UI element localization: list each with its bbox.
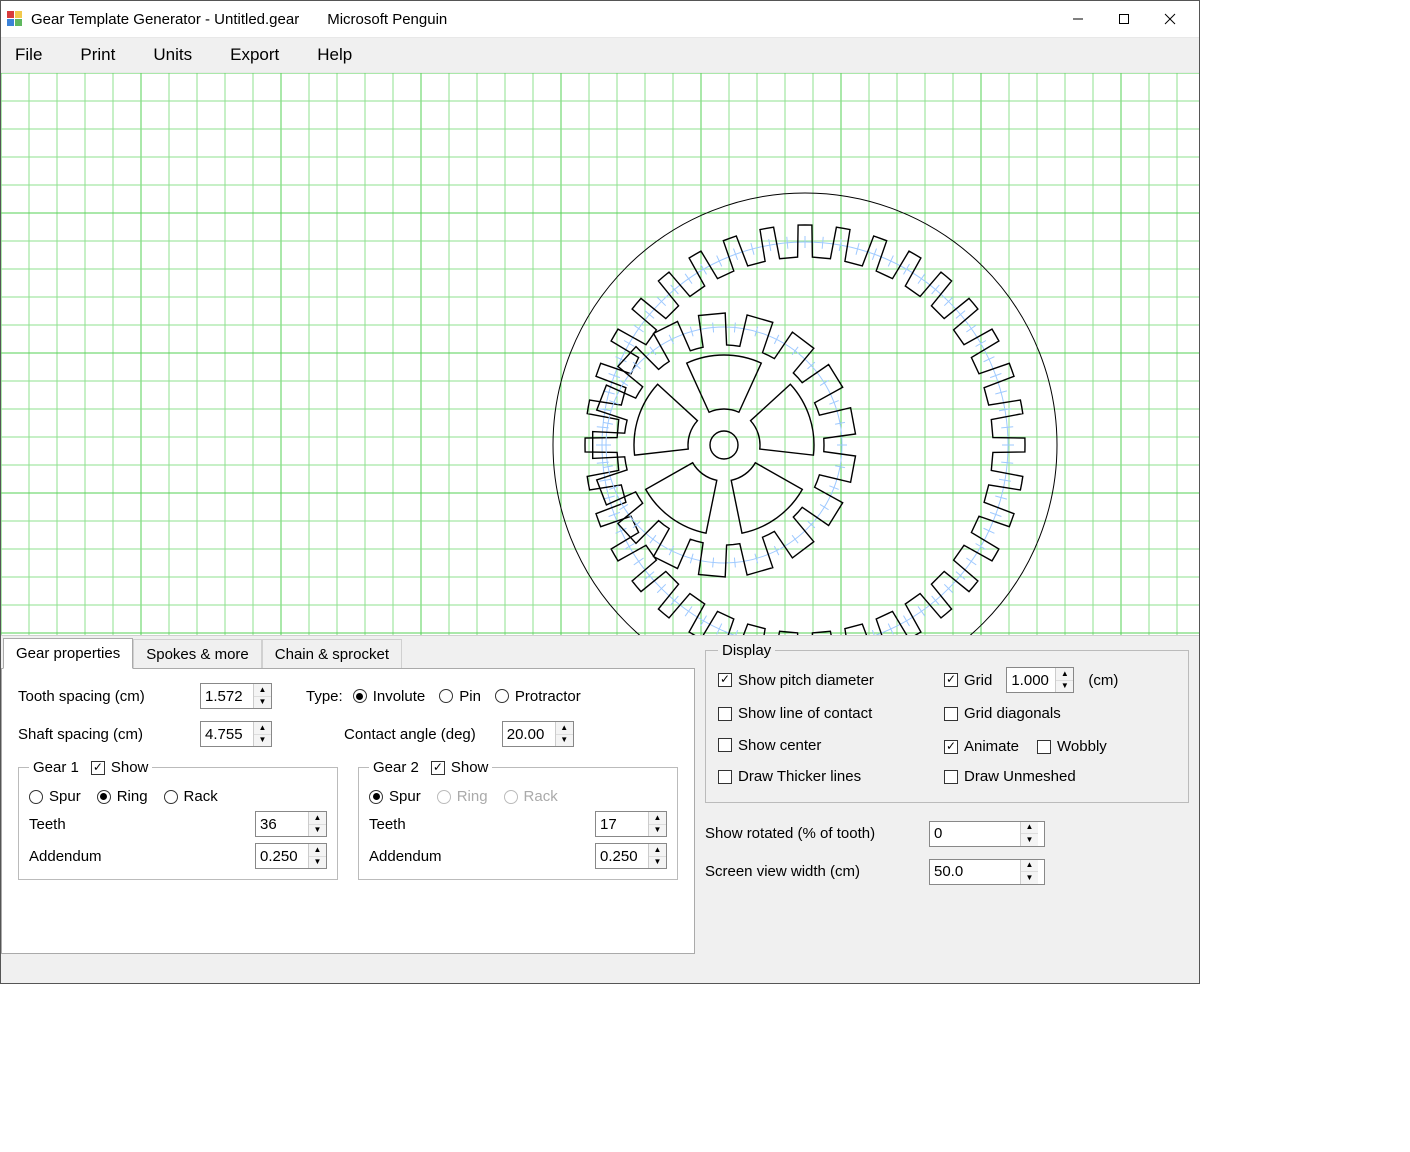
- menu-export[interactable]: Export: [224, 41, 285, 69]
- window-controls: [1055, 4, 1193, 34]
- controls-panel: Gear propertiesSpokes & moreChain & spro…: [1, 635, 1199, 983]
- app-window: Gear Template Generator - Untitled.gear …: [0, 0, 1200, 984]
- tooth-spacing-input[interactable]: ▲▼: [200, 683, 272, 709]
- type-label: Type:: [306, 688, 343, 705]
- display-fieldset: Display Show pitch diameterGrid▲▼ (cm)Sh…: [705, 642, 1189, 803]
- check-animate[interactable]: Animate: [944, 738, 1019, 755]
- title-bar: Gear Template Generator - Untitled.gear …: [1, 1, 1199, 37]
- gear2-mode-spur[interactable]: Spur: [369, 788, 421, 805]
- tab-1[interactable]: Spokes & more: [133, 639, 262, 669]
- window-title: Gear Template Generator - Untitled.gear: [31, 11, 299, 28]
- gear2-addendum-input[interactable]: ▲▼: [595, 843, 667, 869]
- check-unmeshed[interactable]: Draw Unmeshed: [944, 768, 1076, 785]
- tab-bar: Gear propertiesSpokes & moreChain & spro…: [1, 636, 695, 668]
- check-line-contact[interactable]: Show line of contact: [718, 705, 872, 722]
- menu-units[interactable]: Units: [147, 41, 198, 69]
- rotated-label: Show rotated (% of tooth): [705, 825, 929, 842]
- gear1-mode-rack[interactable]: Rack: [164, 788, 218, 805]
- type-protractor[interactable]: Protractor: [495, 688, 581, 705]
- check-wobbly[interactable]: Wobbly: [1037, 738, 1107, 755]
- minimize-button[interactable]: [1055, 4, 1101, 34]
- type-pin[interactable]: Pin: [439, 688, 481, 705]
- gear2-fieldset: Gear 2 Show SpurRingRack Teeth ▲▼ Addend…: [358, 759, 678, 880]
- gear1-show-check[interactable]: Show: [91, 759, 149, 776]
- menu-help[interactable]: Help: [311, 41, 358, 69]
- tooth-spacing-label: Tooth spacing (cm): [18, 688, 190, 705]
- gear1-addendum-input[interactable]: ▲▼: [255, 843, 327, 869]
- window-title-extra: Microsoft Penguin: [327, 11, 447, 28]
- gear2-mode-ring: Ring: [437, 788, 488, 805]
- app-icon: [7, 11, 23, 27]
- gear2-teeth-input[interactable]: ▲▼: [595, 811, 667, 837]
- gear1-mode-spur[interactable]: Spur: [29, 788, 81, 805]
- gear1-mode-ring[interactable]: Ring: [97, 788, 148, 805]
- menu-print[interactable]: Print: [74, 41, 121, 69]
- type-involute[interactable]: Involute: [353, 688, 426, 705]
- contact-angle-label: Contact angle (deg): [344, 726, 476, 743]
- check-thicker[interactable]: Draw Thicker lines: [718, 768, 861, 785]
- close-button[interactable]: [1147, 4, 1193, 34]
- gear2-mode-rack: Rack: [504, 788, 558, 805]
- gear-properties-panel: Gear propertiesSpokes & moreChain & spro…: [1, 636, 695, 983]
- view-width-input[interactable]: ▲▼: [929, 859, 1045, 885]
- view-width-label: Screen view width (cm): [705, 863, 929, 880]
- contact-angle-input[interactable]: ▲▼: [502, 721, 574, 747]
- maximize-button[interactable]: [1101, 4, 1147, 34]
- gear2-show-check[interactable]: Show: [431, 759, 489, 776]
- display-panel-wrap: Display Show pitch diameterGrid▲▼ (cm)Sh…: [695, 636, 1199, 983]
- check-grid-diag[interactable]: Grid diagonals: [944, 705, 1061, 722]
- grid-size-input[interactable]: ▲▼: [1006, 667, 1074, 693]
- check-pitch[interactable]: Show pitch diameter: [718, 672, 874, 689]
- tab-0[interactable]: Gear properties: [3, 638, 133, 669]
- menu-bar: File Print Units Export Help: [1, 37, 1199, 73]
- gear1-fieldset: Gear 1 Show SpurRingRack Teeth ▲▼ Addend…: [18, 759, 338, 880]
- check-grid[interactable]: Grid: [944, 672, 992, 689]
- gear1-teeth-input[interactable]: ▲▼: [255, 811, 327, 837]
- menu-file[interactable]: File: [9, 41, 48, 69]
- gear-canvas[interactable]: [1, 73, 1199, 635]
- shaft-spacing-input[interactable]: ▲▼: [200, 721, 272, 747]
- tab-content: Tooth spacing (cm) ▲▼ Type: Involute Pin P…: [1, 668, 695, 954]
- rotated-input[interactable]: ▲▼: [929, 821, 1045, 847]
- display-legend: Display: [718, 642, 775, 659]
- check-center[interactable]: Show center: [718, 737, 821, 754]
- shaft-spacing-label: Shaft spacing (cm): [18, 726, 190, 743]
- tab-2[interactable]: Chain & sprocket: [262, 639, 402, 669]
